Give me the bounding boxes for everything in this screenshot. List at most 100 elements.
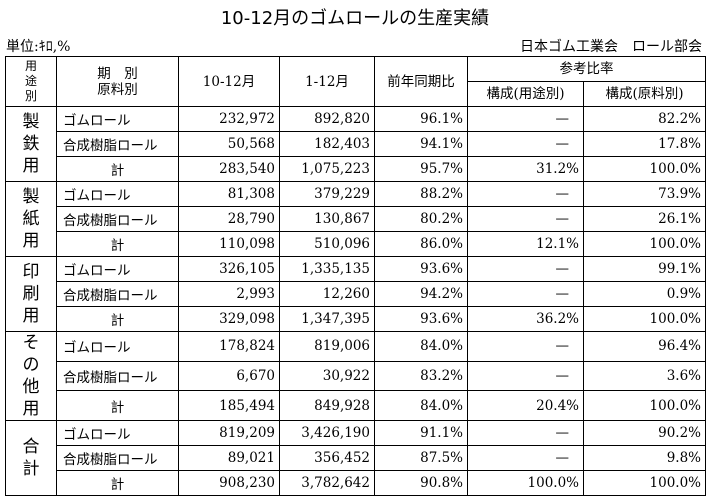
table-row: 合成樹脂ロール 2,993 12,260 94.2% —0.9% <box>6 281 706 307</box>
ytd-value-cell: 3,782,642 <box>279 470 375 496</box>
page-title: 10-12月のゴムロールの生産実績 <box>220 8 490 29</box>
share-by-material-cell: 0.9% <box>583 281 706 307</box>
table-row: その他用ゴムロール 178,824 819,006 84.0% —96.4% <box>5 331 706 421</box>
use-category-char: 用 <box>22 156 40 176</box>
table-row: 製鉄用ゴムロール 232,972 892,820 96.1% —82.2% <box>5 106 706 182</box>
header-yoy: 前年同期比 <box>374 56 468 107</box>
use-category-char: 用 <box>22 231 40 251</box>
share-by-use-cell: — <box>467 420 584 446</box>
row-kind-cell: ゴムロール <box>56 256 179 282</box>
ytd-value-cell: 510,096 <box>279 231 375 257</box>
ytd-value-cell: 3,426,190 <box>279 420 375 446</box>
row-kind-cell: 計 <box>56 470 179 496</box>
share-by-material-cell: 100.0% <box>583 306 706 332</box>
use-category-cell: 製紙用 <box>5 181 57 257</box>
header-by-material: 構成(原料別) <box>583 81 706 107</box>
share-by-material-cell: 100.0% <box>583 470 706 496</box>
yoy-value-cell: 94.1% <box>374 131 468 157</box>
yoy-value-cell: 80.2% <box>374 206 468 232</box>
row-kind-cell: 合成樹脂ロール <box>56 281 179 307</box>
ytd-value-cell: 1,075,223 <box>279 156 375 182</box>
row-kind-cell: ゴムロール <box>56 106 179 132</box>
use-category-cell: 印刷用 <box>5 256 57 332</box>
ytd-value-cell: 130,867 <box>279 206 375 232</box>
use-category-char: 用 <box>22 399 40 419</box>
yoy-value-cell: 83.2% <box>374 360 468 392</box>
share-by-use-cell: — <box>467 445 584 471</box>
share-by-use-cell: — <box>467 131 584 157</box>
share-by-use-cell: 20.4% <box>467 390 584 421</box>
ytd-value-cell: 379,229 <box>279 181 375 207</box>
source-label: 日本ゴム工業会 ロール部会 <box>520 39 702 55</box>
share-by-use-cell: — <box>467 256 584 282</box>
share-by-use-cell: — <box>467 106 584 132</box>
table-row: 合成樹脂ロール 28,790 130,867 80.2% —26.1% <box>6 206 706 232</box>
q4-value-cell: 819,209 <box>178 420 280 446</box>
header-ytd: 1-12月 <box>279 56 375 107</box>
q4-value-cell: 232,972 <box>178 106 280 132</box>
q4-value-cell: 28,790 <box>178 206 280 232</box>
q4-value-cell: 50,568 <box>178 131 280 157</box>
row-kind-cell: ゴムロール <box>56 181 179 207</box>
row-kind-cell: ゴムロール <box>56 420 179 446</box>
q4-value-cell: 908,230 <box>178 470 280 496</box>
row-kind-cell: 合成樹脂ロール <box>56 360 179 392</box>
table-row: 合成樹脂ロール 50,568 182,403 94.1% —17.8% <box>6 131 706 157</box>
ytd-value-cell: 1,347,395 <box>279 306 375 332</box>
ytd-value-cell: 182,403 <box>279 131 375 157</box>
header-use: 用 途 別 <box>5 56 57 107</box>
ytd-value-cell: 1,335,135 <box>279 256 375 282</box>
yoy-value-cell: 90.8% <box>374 470 468 496</box>
row-kind-cell: 合成樹脂ロール <box>56 445 179 471</box>
share-by-material-cell: 26.1% <box>583 206 706 232</box>
table-row: 計 329,098 1,347,395 93.6% 36.2% 100.0% <box>6 306 706 332</box>
header-q4: 10-12月 <box>178 56 280 107</box>
table-row: 計 908,230 3,782,642 90.8% 100.0% 100.0% <box>6 470 706 496</box>
q4-value-cell: 283,540 <box>178 156 280 182</box>
table-row: 印刷用ゴムロール 326,105 1,335,135 93.6% —99.1% <box>5 256 706 332</box>
use-category-char: 計 <box>22 459 40 479</box>
use-category-char: 合 <box>22 437 40 457</box>
ytd-value-cell: 892,820 <box>279 106 375 132</box>
yoy-value-cell: 86.0% <box>374 231 468 257</box>
share-by-use-cell: 100.0% <box>467 470 584 496</box>
header-use-char: 途 <box>24 74 37 88</box>
use-category-cell: 製鉄用 <box>5 106 57 182</box>
table-row: 合成樹脂ロール 6,670 30,922 83.2% —3.6% <box>6 360 706 392</box>
share-by-material-cell: 9.8% <box>583 445 706 471</box>
share-by-material-cell: 82.2% <box>583 106 706 132</box>
share-by-material-cell: 96.4% <box>583 331 706 362</box>
header-by-use: 構成(用途別) <box>467 81 584 107</box>
share-by-material-cell: 100.0% <box>583 231 706 257</box>
ytd-value-cell: 356,452 <box>279 445 375 471</box>
use-category-char: 製 <box>22 187 40 207</box>
row-kind-cell: 合成樹脂ロール <box>56 206 179 232</box>
unit-label: 単位:ｷﾛ,% <box>6 39 71 55</box>
use-category-char: の <box>22 355 40 375</box>
share-by-material-cell: 100.0% <box>583 156 706 182</box>
q4-value-cell: 178,824 <box>178 331 280 362</box>
table-row: 計 283,540 1,075,223 95.7% 31.2% 100.0% <box>6 156 706 182</box>
share-by-use-cell: 12.1% <box>467 231 584 257</box>
share-by-use-cell: — <box>467 281 584 307</box>
table-row: 計 185,494 849,928 84.0% 20.4% 100.0% <box>6 390 706 421</box>
use-category-char: 印 <box>22 262 40 282</box>
q4-value-cell: 329,098 <box>178 306 280 332</box>
ytd-value-cell: 819,006 <box>279 331 375 362</box>
row-kind-cell: 合成樹脂ロール <box>56 131 179 157</box>
ytd-value-cell: 849,928 <box>279 390 375 421</box>
share-by-material-cell: 17.8% <box>583 131 706 157</box>
yoy-value-cell: 96.1% <box>374 106 468 132</box>
share-by-use-cell: 31.2% <box>467 156 584 182</box>
use-category-char: 他 <box>22 377 40 397</box>
q4-value-cell: 81,308 <box>178 181 280 207</box>
share-by-use-cell: 36.2% <box>467 306 584 332</box>
q4-value-cell: 110,098 <box>178 231 280 257</box>
yoy-value-cell: 88.2% <box>374 181 468 207</box>
header-use-char: 別 <box>24 89 37 103</box>
share-by-use-cell: — <box>467 331 584 362</box>
share-by-material-cell: 99.1% <box>583 256 706 282</box>
table-body: 製鉄用ゴムロール 232,972 892,820 96.1% —82.2% 合成樹脂ロール… <box>5 106 706 496</box>
header-ref-group: 参考比率 <box>467 56 706 82</box>
use-category-cell: その他用 <box>5 331 57 421</box>
